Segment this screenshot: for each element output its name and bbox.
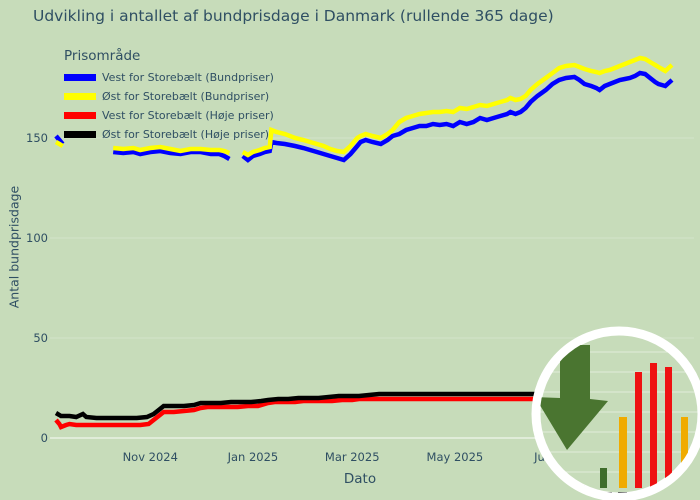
logo-watermark [531,326,700,500]
series-line-1 [54,140,64,148]
series-line-2 [54,396,672,430]
legend: Prisområde Vest for Storebælt (Bundprise… [64,48,274,146]
x-axis-title: Dato [343,471,377,487]
series-line-1 [112,144,231,156]
down-arrow-icon [540,345,608,450]
series-line-1 [241,55,674,158]
legend-title: Prisområde [64,48,141,64]
legend-item-oest-bundpriser: Øst for Storebælt (Bundpriser) [64,89,274,104]
y-axis-title: Antal bundprisdage [6,185,22,309]
series-line-0 [112,148,231,161]
legend-label: Vest for Storebælt (Høje priser) [102,109,274,122]
x-tick-label: Mar 2025 [324,450,380,464]
legend-swatch-yellow [64,93,96,100]
y-tick-label: 100 [26,231,48,245]
x-tick-label: May 2025 [426,450,484,464]
legend-label: Vest for Storebælt (Bundpriser) [102,71,274,84]
legend-swatch-blue [64,74,96,81]
series-line-3 [54,391,672,421]
legend-label: Øst for Storebælt (Bundpriser) [102,90,270,103]
legend-item-vest-hoeje-priser: Vest for Storebælt (Høje priser) [64,108,274,123]
legend-swatch-red [64,112,96,119]
series-line-0 [54,134,65,146]
chart-title: Udvikling i antallet af bundprisdage i D… [33,7,554,25]
y-tick-label: 50 [33,331,48,345]
x-tick-label: Jan 2025 [227,450,279,464]
legend-item-oest-hoeje-priser: Øst for Storebælt (Høje priser) [64,127,274,142]
x-tick-label: Nov 2024 [122,450,178,464]
series-line-0 [241,70,674,163]
legend-item-vest-bundpriser: Vest for Storebælt (Bundpriser) [64,70,274,85]
legend-label: Øst for Storebælt (Høje priser) [102,128,270,141]
y-tick-label: 150 [26,131,48,145]
y-tick-label: 0 [40,431,48,445]
legend-swatch-black [64,131,96,138]
